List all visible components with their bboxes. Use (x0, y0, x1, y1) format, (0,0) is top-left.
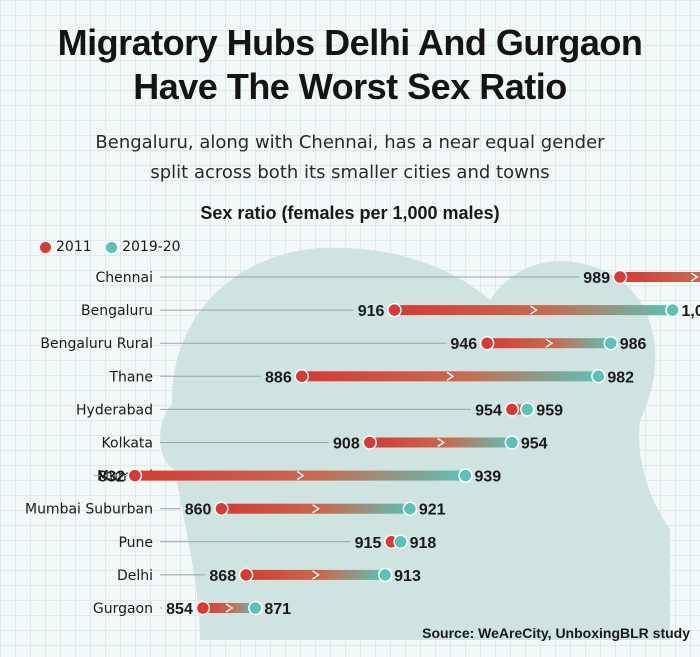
point-2019-bengaluru-rural (603, 335, 618, 351)
chevron-right-icon (545, 338, 554, 348)
range-bar-gurgaon (202, 603, 256, 613)
chart-rows: Chennai9891,037Bengaluru9161,006Bengalur… (25, 269, 700, 618)
chevron-right-icon (312, 504, 320, 514)
legend-label-2019: 2019-20 (122, 239, 181, 255)
chevron-right-icon (530, 305, 538, 315)
value-label-2011-bengaluru-rural: 946 (450, 336, 477, 353)
category-label-bengaluru-rural: Bengaluru Rural (40, 336, 153, 352)
value-label-2019-bengaluru: 1,006 (682, 303, 700, 320)
value-label-2011-thane: 886 (265, 369, 292, 386)
point-2011-bengaluru-rural (479, 335, 495, 351)
category-label-delhi: Delhi (117, 568, 153, 584)
category-label-mumbai-suburban: Mumbai Suburban (25, 502, 153, 518)
point-2011-kolkata (362, 435, 377, 450)
range-bar-chennai (620, 272, 700, 282)
value-label-2019-gurgaon: 871 (264, 601, 291, 618)
chevron-right-icon (225, 603, 234, 613)
value-label-2019-pune: 918 (410, 535, 437, 552)
chevron-right-icon (690, 272, 699, 282)
point-2011-delhi (238, 567, 254, 583)
point-2011-bengaluru (387, 302, 402, 318)
value-label-2011-chennai: 989 (583, 270, 610, 287)
chart-axis-label: Sex ratio (females per 1,000 males) (200, 203, 500, 223)
value-label-2019-mumbai: 939 (475, 469, 502, 486)
category-label-gurgaon: Gurgaon (93, 601, 153, 617)
subtitle-line-2: split across both its smaller cities and… (150, 162, 550, 183)
point-2019-pune (393, 534, 408, 550)
value-label-2019-kolkata: 954 (521, 436, 548, 453)
point-2019-bengaluru (665, 302, 680, 318)
chart-legend: 2011 2019-20 (40, 239, 191, 257)
point-2011-thane (294, 369, 309, 384)
range-bar-hyderabad (511, 404, 528, 415)
category-label-hyderabad: Hyderabad (76, 402, 153, 418)
title-line-2: Have The Worst Sex Ratio (133, 66, 567, 107)
value-label-2019-bengaluru-rural: 986 (620, 336, 647, 353)
point-2011-mumbai-suburban (214, 501, 229, 516)
legend-item-2011: 2011 (40, 239, 92, 255)
point-2019-mumbai (458, 468, 473, 483)
subtitle-line-1: Bengaluru, along with Chennai, has a nea… (95, 132, 605, 153)
legend-dot-2019 (106, 241, 118, 253)
point-2019-hyderabad (520, 402, 535, 417)
value-label-2011-delhi: 868 (209, 568, 236, 585)
range-bar-bengaluru (394, 305, 673, 316)
range-bar-delhi (246, 569, 386, 580)
point-2019-kolkata (504, 435, 520, 450)
value-label-2011-gurgaon: 854 (166, 601, 193, 618)
point-2019-mumbai-suburban (402, 501, 418, 516)
category-label-kolkata: Kolkata (102, 436, 153, 452)
value-label-2011-kolkata: 908 (333, 436, 360, 453)
point-2011-mumbai (127, 468, 143, 483)
legend-label-2011: 2011 (56, 239, 92, 255)
value-label-2019-mumbai-suburban: 921 (419, 502, 446, 519)
value-label-2011-mumbai: 832 (98, 469, 125, 486)
value-label-2011-mumbai-suburban: 860 (185, 502, 212, 519)
range-bar-bengaluru-rural (487, 338, 611, 349)
source-note: Source: WeAreCity, UnboxingBLR study (422, 625, 690, 641)
chevron-right-icon (446, 371, 455, 381)
range-bar-thane (301, 371, 599, 382)
chevron-right-icon (296, 471, 305, 481)
point-2011-gurgaon (195, 600, 211, 616)
category-label-thane: Thane (109, 369, 154, 385)
value-label-2019-thane: 982 (607, 369, 634, 386)
title-line-1: Migratory Hubs Delhi And Gurgaon (57, 22, 643, 63)
value-label-2011-hyderabad: 954 (475, 402, 502, 419)
chevron-right-icon (312, 570, 320, 580)
range-bar-mumbai (134, 470, 466, 481)
value-label-2019-delhi: 913 (394, 568, 421, 585)
point-2019-delhi (377, 567, 393, 583)
category-label-bengaluru: Bengaluru (81, 303, 153, 319)
point-2011-hyderabad (504, 402, 520, 417)
point-2019-gurgaon (248, 600, 263, 616)
legend-item-2019: 2019-20 (106, 239, 181, 255)
range-bar-kolkata (369, 437, 512, 448)
point-2011-chennai (612, 269, 628, 285)
range-bar-mumbai-suburban (221, 503, 410, 514)
legend-dot-2011 (40, 241, 51, 253)
point-2019-thane (591, 369, 606, 384)
category-label-pune: Pune (118, 535, 153, 551)
chevron-right-icon (437, 437, 446, 448)
value-label-2011-pune: 915 (355, 535, 382, 552)
value-label-2019-hyderabad: 959 (536, 402, 563, 419)
value-label-2011-bengaluru: 916 (358, 303, 385, 320)
category-label-chennai: Chennai (96, 270, 153, 286)
